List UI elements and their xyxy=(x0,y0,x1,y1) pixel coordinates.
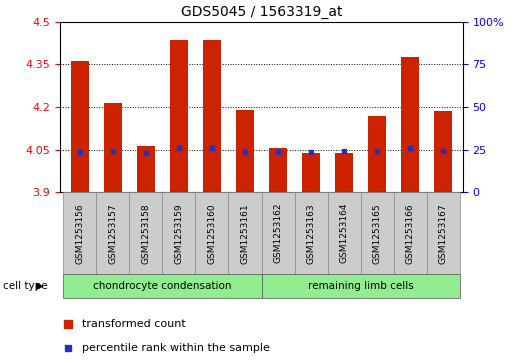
Bar xyxy=(393,192,427,274)
Bar xyxy=(63,192,96,274)
Bar xyxy=(96,192,130,274)
Bar xyxy=(196,192,229,274)
Bar xyxy=(170,40,188,192)
Bar xyxy=(360,192,393,274)
Bar xyxy=(229,192,262,274)
Text: GSM1253160: GSM1253160 xyxy=(208,203,217,264)
Bar xyxy=(434,111,452,192)
Bar xyxy=(63,274,262,298)
Bar xyxy=(327,192,360,274)
Bar xyxy=(368,115,386,192)
Bar xyxy=(163,192,196,274)
Bar xyxy=(203,40,221,192)
Bar xyxy=(71,61,89,192)
Bar xyxy=(262,192,294,274)
Bar xyxy=(335,154,353,192)
Text: GSM1253162: GSM1253162 xyxy=(274,203,282,264)
Text: GSM1253163: GSM1253163 xyxy=(306,203,315,264)
Text: GSM1253156: GSM1253156 xyxy=(75,203,84,264)
Text: GSM1253157: GSM1253157 xyxy=(108,203,118,264)
Bar xyxy=(130,192,163,274)
Text: GSM1253167: GSM1253167 xyxy=(439,203,448,264)
Text: remaining limb cells: remaining limb cells xyxy=(308,281,413,291)
Bar xyxy=(137,146,155,192)
Bar xyxy=(262,274,460,298)
Text: percentile rank within the sample: percentile rank within the sample xyxy=(82,343,270,352)
Text: GSM1253161: GSM1253161 xyxy=(241,203,249,264)
Text: cell type: cell type xyxy=(3,281,47,291)
Bar xyxy=(236,110,254,192)
Text: GSM1253165: GSM1253165 xyxy=(372,203,382,264)
Text: GSM1253158: GSM1253158 xyxy=(141,203,151,264)
Text: transformed count: transformed count xyxy=(82,319,186,329)
Bar xyxy=(302,152,320,192)
Text: GSM1253166: GSM1253166 xyxy=(405,203,415,264)
Text: chondrocyte condensation: chondrocyte condensation xyxy=(93,281,232,291)
Bar xyxy=(269,148,287,192)
Bar xyxy=(104,103,122,192)
Text: GSM1253164: GSM1253164 xyxy=(339,203,348,264)
Bar xyxy=(401,57,419,192)
Text: GSM1253159: GSM1253159 xyxy=(175,203,184,264)
Bar xyxy=(427,192,460,274)
Text: ▶: ▶ xyxy=(36,281,43,291)
Bar xyxy=(294,192,327,274)
Title: GDS5045 / 1563319_at: GDS5045 / 1563319_at xyxy=(181,5,342,19)
